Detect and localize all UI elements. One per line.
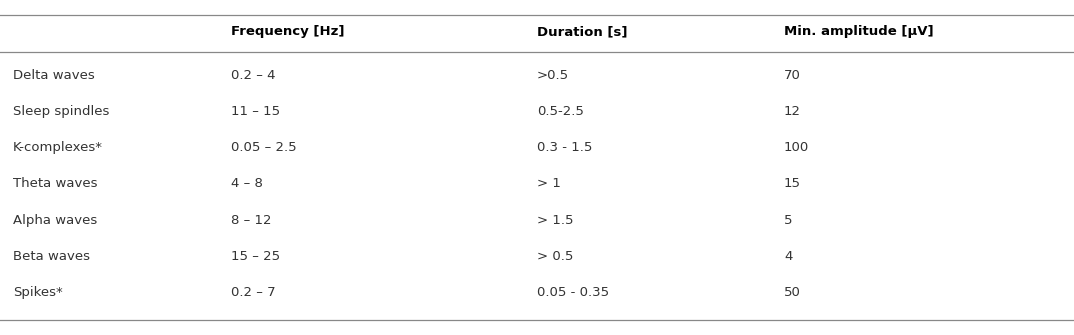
Text: 4 – 8: 4 – 8 bbox=[231, 178, 263, 190]
Text: Beta waves: Beta waves bbox=[13, 250, 90, 263]
Text: 12: 12 bbox=[784, 105, 801, 118]
Text: Frequency [Hz]: Frequency [Hz] bbox=[231, 25, 345, 38]
Text: 0.2 – 7: 0.2 – 7 bbox=[231, 286, 276, 299]
Text: 0.5-2.5: 0.5-2.5 bbox=[537, 105, 584, 118]
Text: 8 – 12: 8 – 12 bbox=[231, 214, 272, 226]
Text: 0.3 - 1.5: 0.3 - 1.5 bbox=[537, 141, 593, 154]
Text: Duration [s]: Duration [s] bbox=[537, 25, 627, 38]
Text: 5: 5 bbox=[784, 214, 793, 226]
Text: Sleep spindles: Sleep spindles bbox=[13, 105, 110, 118]
Text: Spikes*: Spikes* bbox=[13, 286, 62, 299]
Text: 100: 100 bbox=[784, 141, 810, 154]
Text: Alpha waves: Alpha waves bbox=[13, 214, 97, 226]
Text: Delta waves: Delta waves bbox=[13, 69, 95, 82]
Text: > 0.5: > 0.5 bbox=[537, 250, 574, 263]
Text: K-complexes*: K-complexes* bbox=[13, 141, 103, 154]
Text: Theta waves: Theta waves bbox=[13, 178, 98, 190]
Text: > 1: > 1 bbox=[537, 178, 561, 190]
Text: 70: 70 bbox=[784, 69, 801, 82]
Text: 15: 15 bbox=[784, 178, 801, 190]
Text: 15 – 25: 15 – 25 bbox=[231, 250, 280, 263]
Text: Min. amplitude [μV]: Min. amplitude [μV] bbox=[784, 25, 933, 38]
Text: 50: 50 bbox=[784, 286, 801, 299]
Text: 0.2 – 4: 0.2 – 4 bbox=[231, 69, 275, 82]
Text: 0.05 – 2.5: 0.05 – 2.5 bbox=[231, 141, 296, 154]
Text: >0.5: >0.5 bbox=[537, 69, 569, 82]
Text: 4: 4 bbox=[784, 250, 793, 263]
Text: > 1.5: > 1.5 bbox=[537, 214, 574, 226]
Text: 11 – 15: 11 – 15 bbox=[231, 105, 280, 118]
Text: 0.05 - 0.35: 0.05 - 0.35 bbox=[537, 286, 609, 299]
